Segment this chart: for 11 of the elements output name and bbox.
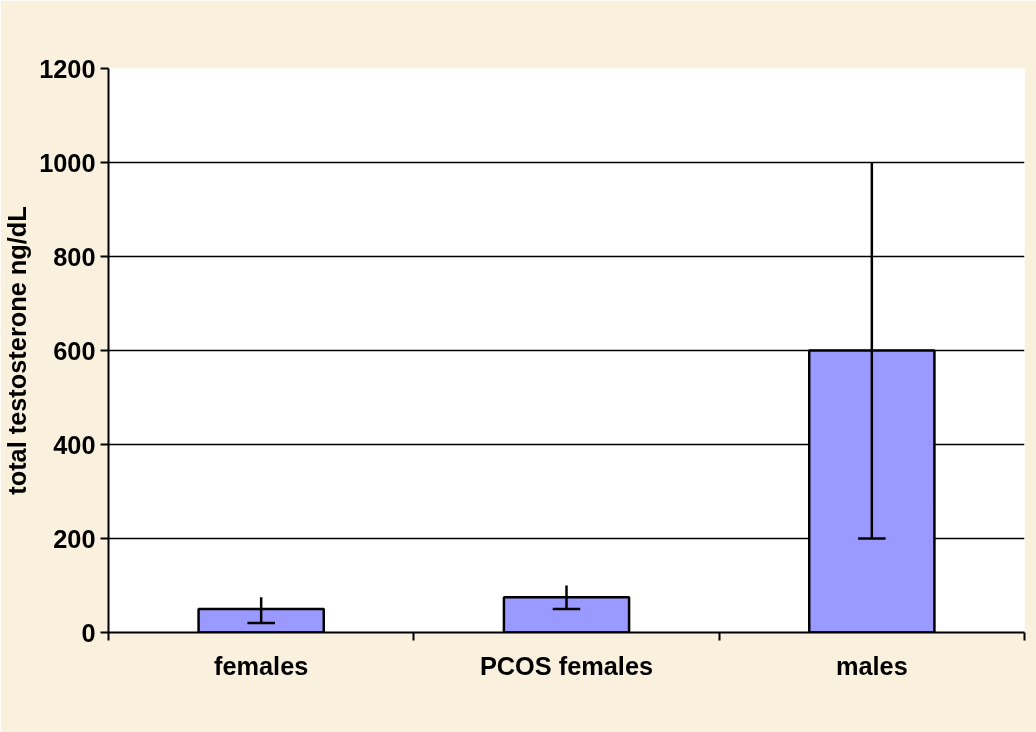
x-tick-label: males (835, 651, 908, 680)
y-axis-title: total testosterone ng/dL (3, 206, 32, 495)
y-tick-label: 800 (53, 242, 96, 271)
y-tick-label: 1200 (39, 54, 96, 83)
x-tick-label: females (214, 651, 309, 680)
y-tick-label: 0 (81, 618, 96, 647)
y-tick-label: 600 (53, 336, 96, 365)
y-tick-label: 200 (53, 524, 96, 553)
y-tick-label: 400 (53, 430, 96, 459)
x-tick-label: PCOS females (479, 651, 654, 680)
y-tick-label: 1000 (39, 148, 96, 177)
